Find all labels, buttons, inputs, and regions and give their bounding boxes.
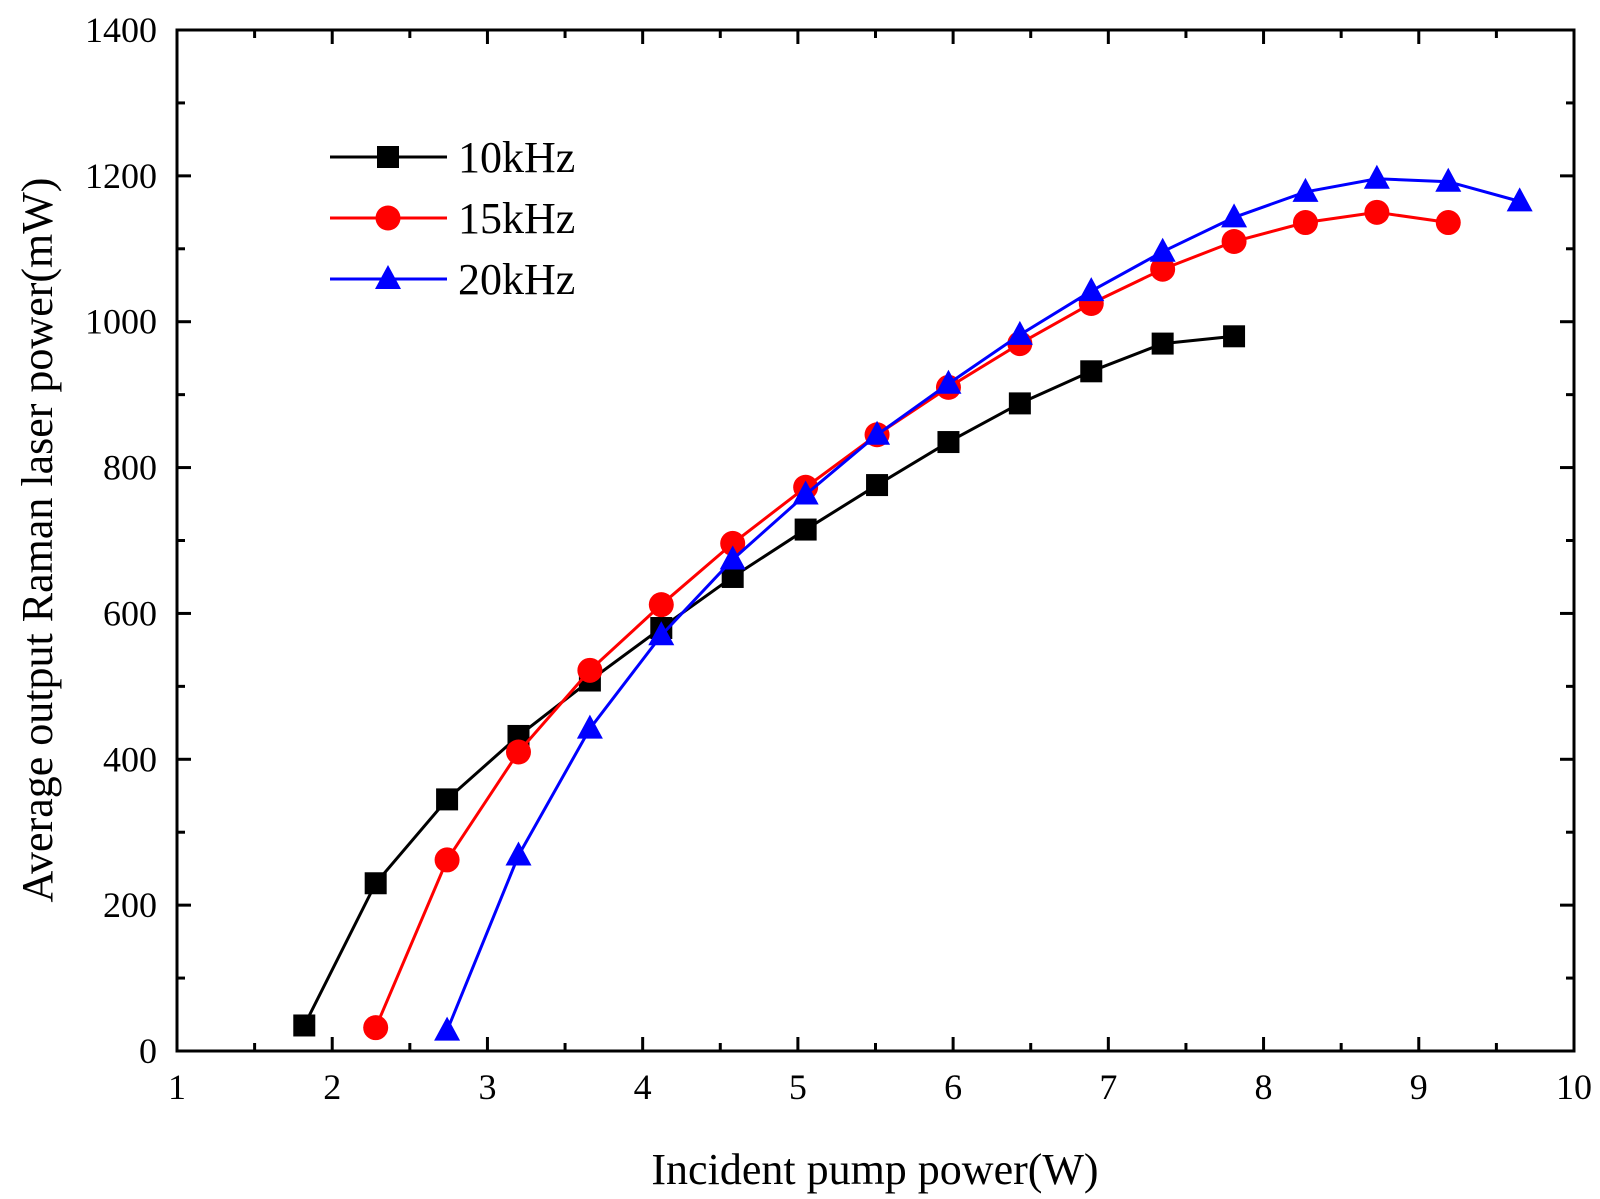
data-point-20khz [792, 480, 819, 505]
data-point-10khz [1080, 360, 1103, 383]
data-point-15khz [1150, 256, 1176, 282]
data-point-15khz [434, 847, 460, 873]
data-point-10khz [721, 565, 744, 588]
data-point-10khz [794, 518, 817, 541]
data-point-20khz [1149, 237, 1176, 262]
data-point-20khz [864, 420, 891, 445]
data-point-15khz [648, 592, 674, 618]
y-tick-label: 800 [103, 448, 157, 488]
x-tick-label: 4 [634, 1067, 652, 1107]
series-line-20khz [445, 177, 1521, 1032]
series-layer [293, 164, 1533, 1041]
series-line-10khz [302, 334, 1235, 1027]
x-tick-label: 9 [1410, 1067, 1428, 1107]
data-point-10khz [364, 872, 387, 895]
legend-label-20khz: 20kHz [458, 255, 575, 304]
x-tick-label: 3 [478, 1067, 496, 1107]
x-tick-label: 7 [1099, 1067, 1117, 1107]
data-point-10khz [293, 1014, 316, 1037]
x-tick-label: 1 [168, 1067, 186, 1107]
axis-ticks [175, 28, 1576, 1053]
y-tick-label: 600 [103, 593, 157, 633]
data-point-10khz [1151, 332, 1174, 355]
x-tick-label: 6 [944, 1067, 962, 1107]
data-point-20khz [935, 369, 962, 394]
y-axis-title: Average output Raman laser power(mW) [13, 178, 62, 903]
data-point-20khz [1292, 177, 1319, 202]
series-line-15khz [374, 210, 1449, 1029]
x-tick-label: 8 [1255, 1067, 1273, 1107]
data-point-10khz [866, 474, 889, 497]
data-point-15khz [1221, 228, 1247, 254]
series-15khz [363, 199, 1461, 1041]
y-tick-label: 1400 [85, 10, 157, 50]
tick-labels: 1 2 3 4 5 6 7 8 9 10 0 200 400 600 800 1000 1200 1400 [85, 10, 1592, 1107]
legend-label-10khz: 10kHz [458, 133, 575, 182]
data-point-15khz [1364, 199, 1390, 225]
data-point-15khz [1435, 210, 1461, 236]
y-tick-label: 200 [103, 885, 157, 925]
x-axis-title: Incident pump power(W) [651, 1145, 1098, 1194]
data-point-20khz [1506, 187, 1533, 212]
y-tick-label: 1200 [85, 156, 157, 196]
series-10khz [293, 325, 1246, 1037]
data-point-15khz [505, 739, 531, 765]
data-point-10khz [1008, 392, 1031, 415]
data-point-20khz [576, 714, 603, 739]
data-point-15khz [720, 530, 746, 556]
y-tick-label: 1000 [85, 302, 157, 342]
x-tick-label: 5 [789, 1067, 807, 1107]
data-point-20khz [505, 841, 532, 866]
plot-frame [175, 28, 1576, 1053]
legend-label-15khz: 15kHz [458, 194, 575, 243]
legend-marker-10khz [377, 146, 399, 168]
legend-marker-15khz [375, 205, 401, 231]
series-20khz [434, 164, 1533, 1041]
data-point-20khz [1221, 203, 1248, 228]
data-point-20khz [1006, 320, 1033, 345]
data-point-20khz [719, 545, 746, 570]
data-point-10khz [1223, 325, 1246, 348]
legend-marker-20khz [375, 265, 401, 289]
legend: 10kHz 15kHz 20kHz [330, 133, 575, 304]
data-point-15khz [363, 1015, 389, 1041]
x-tick-label: 2 [323, 1067, 341, 1107]
data-point-20khz [1435, 167, 1462, 192]
data-point-10khz [436, 788, 459, 811]
data-point-10khz [937, 431, 960, 454]
data-point-20khz [434, 1016, 461, 1041]
y-tick-label: 400 [103, 739, 157, 779]
data-point-15khz [577, 657, 603, 683]
y-tick-label: 0 [139, 1031, 157, 1071]
data-point-20khz [1078, 277, 1105, 302]
data-point-20khz [648, 621, 675, 646]
x-tick-label: 10 [1556, 1067, 1592, 1107]
data-point-15khz [1292, 210, 1318, 236]
data-point-20khz [1363, 164, 1390, 189]
